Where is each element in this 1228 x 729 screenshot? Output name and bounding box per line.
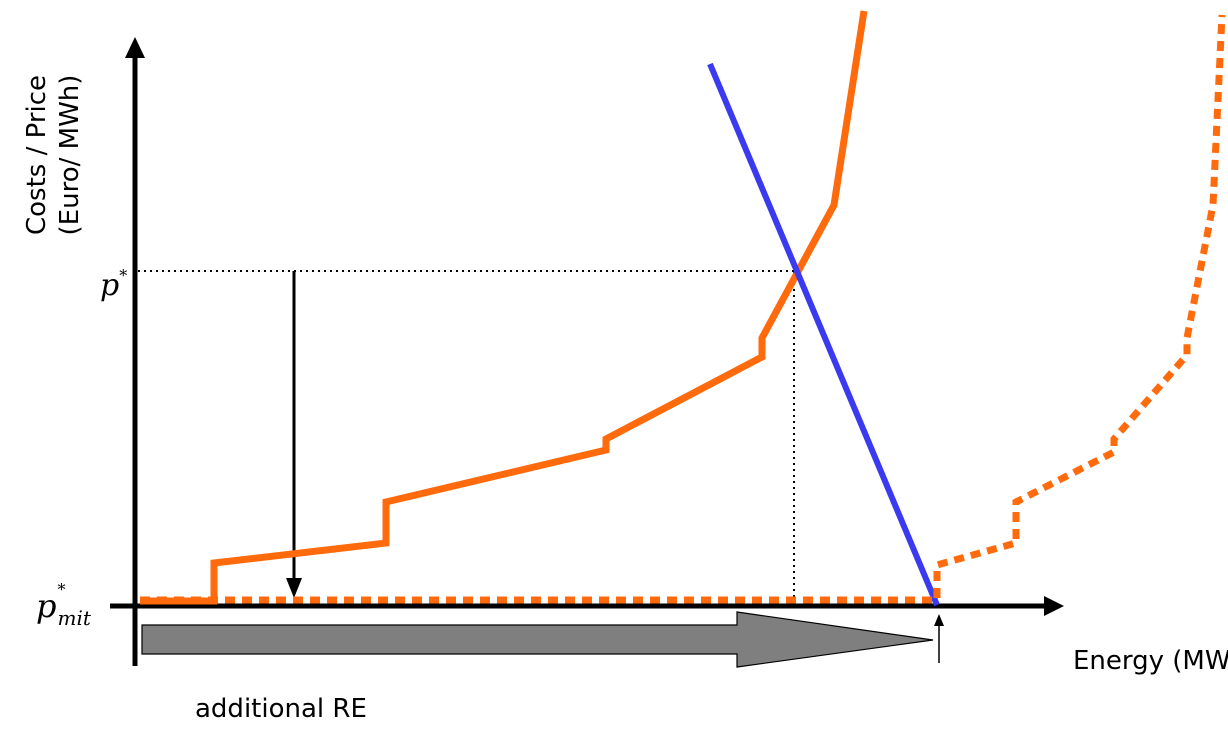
y-axis-arrowhead	[125, 37, 145, 58]
price-drop-arrowhead	[286, 578, 302, 598]
demand-curve	[707, 62, 940, 607]
shift-end-tick-arrowhead	[934, 614, 944, 626]
y-axis-label-line1: Costs / Price	[22, 75, 52, 235]
additional-re-label: additional RE	[195, 694, 367, 724]
x-axis-label: Energy (MWH)	[1073, 646, 1228, 676]
additional-re-shift-arrow	[141, 611, 934, 668]
supply-curve	[140, 10, 868, 605]
p-star-label: p*	[100, 266, 127, 303]
p-mit-star-label: p* mit	[36, 580, 92, 630]
y-axis-label-line2: (Euro/ MWh)	[55, 75, 85, 236]
shifted-supply-curve	[140, 14, 1226, 604]
x-axis-arrowhead	[1044, 596, 1064, 616]
